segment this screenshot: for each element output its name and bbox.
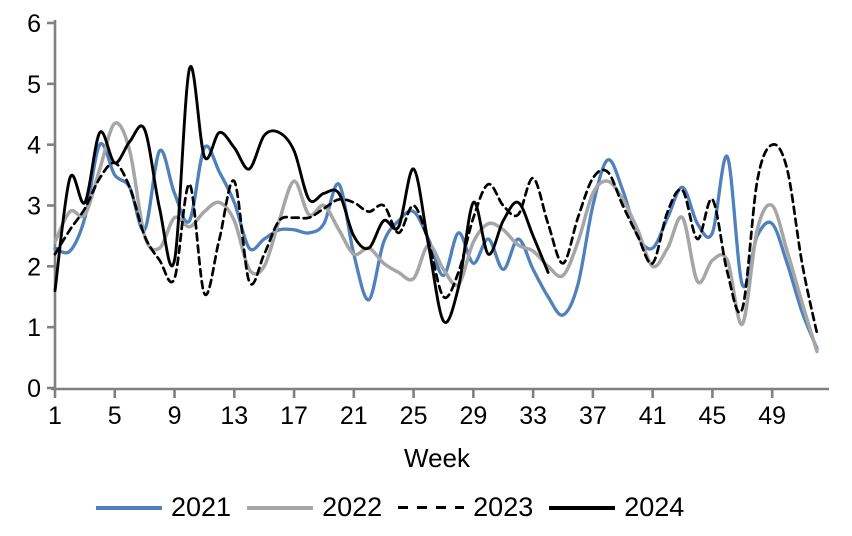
series-line-2022 — [53, 121, 819, 354]
legend-label-2021: 2021 — [171, 492, 232, 522]
legend-label-2022: 2022 — [322, 492, 383, 522]
y-tick-label-1: 1 — [27, 314, 41, 342]
y-tick-label-6: 6 — [27, 10, 41, 38]
chart-legend: 2021 2022 2023 2024 — [96, 494, 684, 521]
legend-item-2021: 2021 — [96, 494, 231, 521]
x-tick-label-5: 5 — [108, 402, 122, 430]
y-tick-label-5: 5 — [27, 71, 41, 99]
series-line-2023 — [53, 143, 819, 335]
x-tick-label-13: 13 — [220, 402, 248, 430]
legend-swatch-2021-line-icon — [96, 505, 162, 510]
y-tick-label-4: 4 — [27, 132, 41, 160]
legend-item-2022: 2022 — [247, 494, 382, 521]
legend-item-2023: 2023 — [398, 494, 533, 521]
x-tick-label-25: 25 — [400, 402, 428, 430]
x-tick-label-17: 17 — [280, 402, 308, 430]
legend-swatch-2022-line-icon — [247, 505, 314, 510]
x-tick-label-49: 49 — [758, 402, 786, 430]
x-tick-label-1: 1 — [48, 402, 62, 430]
y-tick-label-3: 3 — [27, 193, 41, 221]
y-tick-label-0: 0 — [27, 375, 41, 403]
x-tick-label-29: 29 — [459, 402, 487, 430]
x-tick-label-21: 21 — [340, 402, 368, 430]
x-axis-title: Week — [404, 443, 470, 473]
y-tick-label-2: 2 — [27, 253, 41, 281]
series-line-2024 — [53, 65, 550, 324]
x-tick-label-9: 9 — [168, 402, 182, 430]
legend-swatch-2023-dashed-line-icon — [398, 505, 465, 510]
legend-swatch-2024-line-icon — [549, 505, 616, 510]
x-tick-label-33: 33 — [519, 402, 547, 430]
x-tick-label-41: 41 — [639, 402, 667, 430]
x-tick-label-37: 37 — [579, 402, 607, 430]
x-tick-label-45: 45 — [699, 402, 727, 430]
legend-item-2024: 2024 — [549, 494, 684, 521]
legend-label-2023: 2023 — [473, 492, 534, 522]
legend-label-2024: 2024 — [624, 492, 685, 522]
series-line-2021 — [53, 142, 819, 351]
